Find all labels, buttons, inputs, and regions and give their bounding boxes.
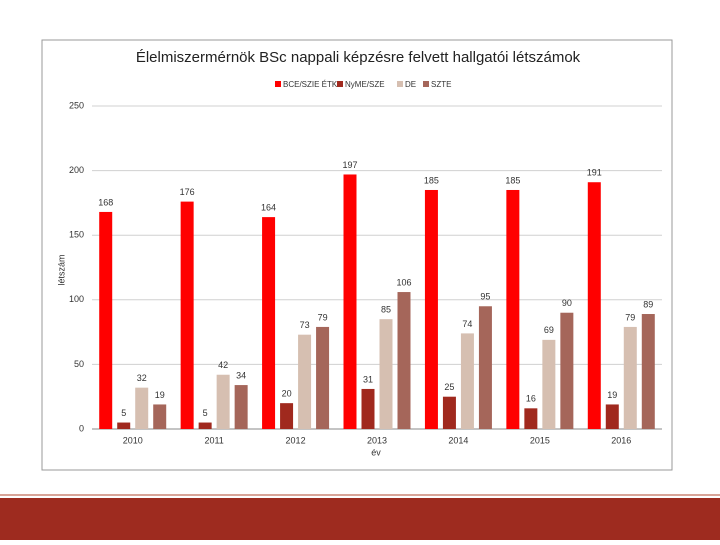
value-label: 5 (121, 408, 126, 418)
value-label: 69 (544, 325, 554, 335)
bar (478, 306, 492, 429)
value-label: 176 (180, 187, 195, 197)
bar (605, 404, 619, 429)
value-label: 79 (625, 312, 635, 322)
bar (424, 189, 438, 429)
legend-swatch (275, 81, 281, 87)
bar (524, 408, 538, 429)
x-tick-label: 2013 (367, 435, 387, 445)
value-label: 19 (607, 390, 617, 400)
y-tick-label: 250 (69, 100, 84, 110)
bar (641, 314, 655, 429)
y-tick-label: 100 (69, 294, 84, 304)
footer-band (0, 498, 720, 540)
bar (361, 388, 375, 429)
value-label: 185 (505, 175, 520, 185)
x-tick-label: 2012 (286, 435, 306, 445)
y-axis-label: létszám (56, 254, 66, 285)
chart-frame (41, 39, 673, 471)
value-label: 191 (587, 168, 602, 178)
bar (442, 396, 456, 429)
value-label: 16 (526, 394, 536, 404)
value-label: 79 (318, 312, 328, 322)
x-tick-label: 2014 (448, 435, 468, 445)
bar (280, 403, 294, 429)
value-label: 89 (643, 299, 653, 309)
value-label: 19 (155, 390, 165, 400)
bar (379, 319, 393, 429)
bar (262, 217, 276, 429)
bar (397, 292, 411, 429)
bar (623, 326, 637, 429)
bar (180, 201, 194, 429)
bar (316, 326, 330, 429)
bar (216, 374, 230, 429)
legend-label: DE (405, 80, 416, 89)
y-tick-label: 200 (69, 165, 84, 175)
x-tick-label: 2010 (123, 435, 143, 445)
bar (506, 189, 520, 429)
bar (153, 404, 167, 429)
bar (343, 174, 357, 429)
bar (99, 211, 113, 429)
legend-swatch (397, 81, 403, 87)
y-tick-label: 0 (79, 423, 84, 433)
legend-swatch (423, 81, 429, 87)
bar (234, 385, 248, 429)
value-label: 20 (282, 389, 292, 399)
value-label: 25 (444, 382, 454, 392)
value-label: 42 (218, 360, 228, 370)
value-label: 31 (363, 374, 373, 384)
legend-label: SZTE (431, 80, 451, 89)
x-tick-label: 2016 (611, 435, 631, 445)
value-label: 164 (261, 202, 276, 212)
value-label: 32 (137, 373, 147, 383)
legend-swatch (337, 81, 343, 87)
bar (117, 422, 131, 429)
value-label: 197 (342, 160, 357, 170)
y-tick-label: 50 (74, 359, 84, 369)
x-axis-label: év (371, 447, 381, 457)
bar (542, 339, 556, 429)
bar (298, 334, 312, 429)
x-tick-label: 2015 (530, 435, 550, 445)
bar (198, 422, 212, 429)
value-label: 90 (562, 298, 572, 308)
bar (587, 182, 601, 429)
x-tick-label: 2011 (204, 435, 223, 445)
value-label: 5 (203, 408, 208, 418)
value-label: 106 (396, 277, 411, 287)
value-label: 73 (300, 320, 310, 330)
value-label: 168 (98, 197, 113, 207)
value-label: 85 (381, 305, 391, 315)
legend-label: NyME/SZE (345, 80, 385, 89)
value-label: 185 (424, 175, 439, 185)
legend-label: BCE/SZIE ÉTK (283, 80, 338, 89)
chart-title: Élelmiszermérnök BSc nappali képzésre fe… (136, 49, 581, 66)
bar (460, 333, 474, 429)
value-label: 95 (480, 292, 490, 302)
bar (135, 387, 149, 429)
value-label: 34 (236, 370, 246, 380)
bar (560, 312, 574, 429)
value-label: 74 (462, 319, 472, 329)
y-tick-label: 150 (69, 230, 84, 240)
